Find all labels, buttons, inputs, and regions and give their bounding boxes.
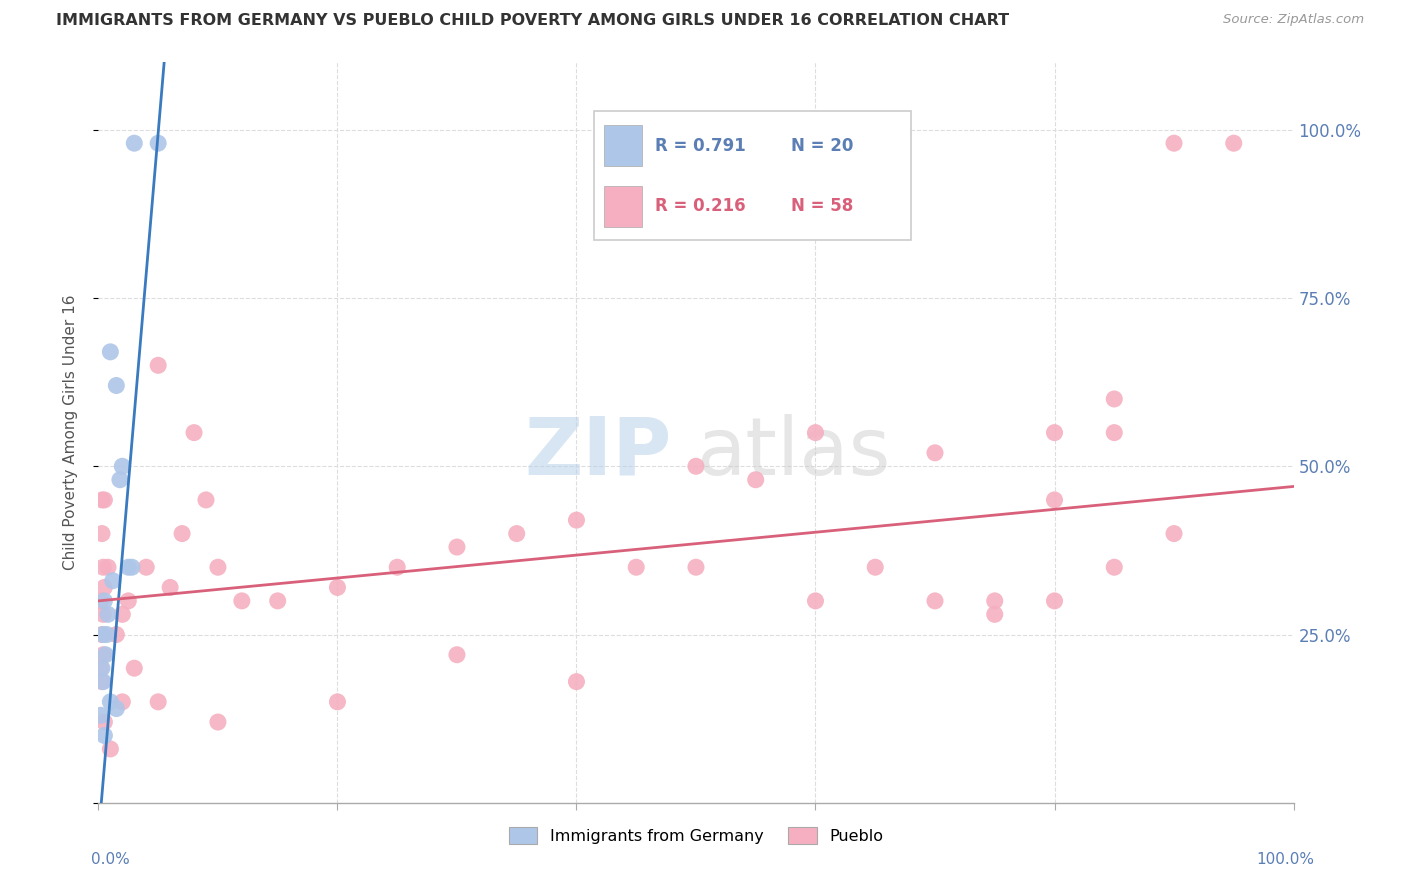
Point [984,607,1007,622]
Point [148,359,170,373]
Point [207,560,229,574]
Point [984,594,1007,608]
Point [91,492,114,507]
Point [111,695,134,709]
Point [924,594,946,608]
Point [506,526,529,541]
Point [91,674,114,689]
Point [745,473,768,487]
Point [90,661,112,675]
Point [90,594,112,608]
Point [231,594,253,608]
Point [135,560,157,574]
Point [804,594,827,608]
Point [91,674,114,689]
Point [91,627,114,641]
Text: 0.0%: 0.0% [91,852,131,867]
Point [385,560,409,574]
Point [97,607,120,622]
Point [1104,560,1126,574]
Point [159,581,181,595]
Point [117,560,139,574]
Text: 100.0%: 100.0% [1257,852,1315,867]
Point [565,513,588,527]
Point [98,742,122,756]
Point [865,560,887,574]
Point [1163,136,1185,151]
Point [326,695,349,709]
Point [111,607,134,622]
Point [121,560,143,574]
Point [94,648,117,662]
Point [117,594,139,608]
Point [124,136,146,151]
Point [96,627,118,641]
Point [626,560,648,574]
Point [1104,392,1126,406]
Point [446,540,468,554]
Point [93,492,115,507]
Point [267,594,290,608]
Point [105,378,128,392]
Point [148,695,170,709]
Point [565,674,588,689]
Point [93,594,115,608]
Text: IMMIGRANTS FROM GERMANY VS PUEBLO CHILD POVERTY AMONG GIRLS UNDER 16 CORRELATION: IMMIGRANTS FROM GERMANY VS PUEBLO CHILD … [56,13,1010,29]
Point [91,661,114,675]
Text: ZIP: ZIP [524,414,672,491]
Point [1043,492,1066,507]
Point [91,648,114,662]
Point [1104,425,1126,440]
Point [1223,136,1246,151]
Point [924,446,946,460]
Point [108,473,131,487]
Point [148,136,170,151]
Point [195,492,218,507]
Point [1043,425,1066,440]
Point [685,459,707,474]
Point [105,627,128,641]
Point [98,344,122,359]
Point [91,627,114,641]
Text: Source: ZipAtlas.com: Source: ZipAtlas.com [1223,13,1364,27]
Point [183,425,205,440]
Point [111,459,134,474]
Point [1163,526,1185,541]
Point [804,425,827,440]
Point [105,701,128,715]
Point [93,714,115,729]
Point [685,560,707,574]
Point [97,560,120,574]
Point [446,648,468,662]
Point [91,560,114,574]
Y-axis label: Child Poverty Among Girls Under 16: Child Poverty Among Girls Under 16 [63,295,77,570]
Text: atlas: atlas [696,414,890,491]
Legend: Immigrants from Germany, Pueblo: Immigrants from Germany, Pueblo [502,821,890,850]
Point [124,661,146,675]
Point [326,581,349,595]
Point [101,574,124,588]
Point [98,695,122,709]
Point [93,729,115,743]
Point [90,708,112,723]
Point [91,526,114,541]
Point [172,526,194,541]
Point [1043,594,1066,608]
Point [93,581,115,595]
Point [207,714,229,729]
Point [91,607,114,622]
